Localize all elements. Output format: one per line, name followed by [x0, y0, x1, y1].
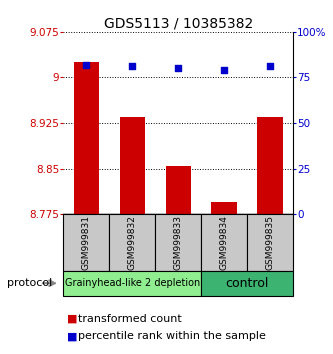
- Text: GSM999835: GSM999835: [265, 215, 275, 270]
- Point: [175, 65, 181, 71]
- Point: [130, 64, 135, 69]
- Bar: [257, 117, 283, 214]
- Bar: [166, 166, 191, 214]
- Bar: [201, 214, 247, 271]
- Point: [267, 64, 273, 69]
- Bar: [74, 62, 99, 214]
- Text: GSM999833: GSM999833: [173, 215, 183, 270]
- Text: ■: ■: [67, 314, 77, 324]
- Bar: [155, 214, 201, 271]
- Bar: [211, 202, 237, 214]
- Text: transformed count: transformed count: [78, 314, 182, 324]
- Text: GSM999834: GSM999834: [219, 215, 229, 270]
- Text: control: control: [225, 277, 269, 290]
- Text: percentile rank within the sample: percentile rank within the sample: [78, 331, 266, 341]
- Bar: [63, 214, 109, 271]
- Point: [84, 62, 89, 68]
- Bar: [247, 214, 293, 271]
- Bar: [201, 271, 293, 296]
- Text: GSM999831: GSM999831: [82, 215, 91, 270]
- Text: protocol: protocol: [7, 278, 52, 288]
- Bar: [63, 271, 201, 296]
- Title: GDS5113 / 10385382: GDS5113 / 10385382: [104, 17, 253, 31]
- Bar: [109, 214, 155, 271]
- Text: Grainyhead-like 2 depletion: Grainyhead-like 2 depletion: [65, 278, 200, 288]
- Text: GSM999832: GSM999832: [128, 215, 137, 270]
- Bar: [120, 117, 145, 214]
- Point: [221, 67, 227, 73]
- Text: ■: ■: [67, 331, 77, 341]
